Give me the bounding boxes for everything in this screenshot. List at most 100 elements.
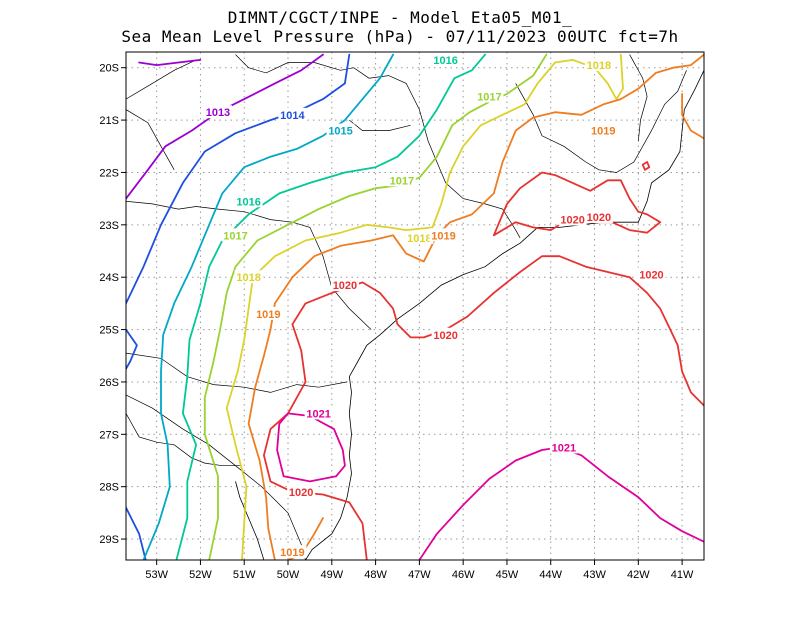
contour-label-bg	[234, 270, 263, 284]
political-boundaries	[126, 54, 704, 560]
map-title-line-2: Sea Mean Level Pressure (hPa) - 07/11/20…	[121, 27, 679, 46]
y-tick-label: 25S	[99, 325, 119, 337]
plot-frame	[125, 51, 705, 561]
map-title-line-1: DIMNT/CGCT/INPE - Model Eta05_M01_	[227, 8, 573, 27]
y-tick-label: 26S	[99, 377, 119, 389]
isobar-1014	[126, 506, 147, 560]
y-tick-label: 23S	[99, 220, 119, 232]
contour-label-1020: 1020	[289, 487, 313, 499]
contour-label-1015: 1015	[328, 126, 352, 138]
x-tick-label: 46W	[452, 569, 475, 581]
contour-label-bg	[221, 228, 250, 242]
x-tick-label: 53W	[145, 569, 168, 581]
state-boundary	[349, 119, 411, 131]
contour-label-1020: 1020	[560, 215, 584, 227]
contour-label-1017: 1017	[223, 230, 247, 242]
contour-label-1020: 1020	[587, 212, 611, 224]
contour-label-bg	[475, 89, 504, 103]
isobar-1013	[126, 53, 324, 200]
state-boundary	[126, 352, 348, 393]
contour-label-1020: 1020	[639, 270, 663, 282]
contour-label-1017: 1017	[390, 175, 414, 187]
state-boundary	[515, 70, 687, 173]
state-boundary	[126, 200, 372, 330]
isobar-1020	[641, 161, 651, 171]
contour-label-1014: 1014	[280, 110, 305, 122]
contour-label-bg	[589, 123, 618, 137]
contour-label-bg	[584, 58, 613, 72]
contour-label-1019: 1019	[256, 309, 280, 321]
isobar-1015	[142, 53, 394, 560]
x-tick-label: 47W	[408, 569, 431, 581]
x-tick-label: 49W	[320, 569, 343, 581]
contour-label-1019: 1019	[591, 126, 615, 138]
isobar-1021	[418, 446, 704, 560]
contour-label-1018: 1018	[236, 272, 260, 284]
contour-label-1018: 1018	[407, 233, 431, 245]
axis-ticks: 53W 52W 51W 50W 49W 48W 47W 46W 45W 44W 43W 42W 41W 2…	[99, 63, 694, 581]
state-boundary	[126, 59, 197, 100]
y-tick-label: 21S	[99, 115, 119, 127]
contour-label-bg	[278, 545, 307, 559]
contour-label-1013: 1013	[206, 107, 230, 119]
contour-label-bg	[326, 123, 355, 137]
contour-label-1020: 1020	[333, 280, 357, 292]
x-tick-label: 48W	[364, 569, 387, 581]
isobar-1021	[276, 412, 346, 483]
contour-label-bg	[637, 267, 666, 281]
contour-label-1016: 1016	[236, 196, 260, 208]
contour-label-1021: 1021	[306, 408, 330, 420]
isobar-1014	[126, 53, 351, 305]
y-tick-label: 28S	[99, 482, 119, 494]
x-tick-label: 50W	[277, 569, 300, 581]
contour-label-bg	[287, 484, 316, 498]
contour-label-bg	[558, 212, 587, 226]
contour-label-bg	[278, 107, 307, 121]
isobar-1020	[263, 255, 704, 560]
x-tick-label: 44W	[539, 569, 562, 581]
isobar-1019	[247, 53, 704, 560]
isobar-1019	[681, 93, 704, 140]
x-tick-label: 43W	[583, 569, 606, 581]
isobar-labels: 1013 1014 1015 1016 1016 1017 1017 1017 1018 1018…	[203, 52, 666, 559]
isobar-1016	[175, 53, 486, 560]
lagoon-shore	[235, 481, 265, 560]
contour-label-bg	[254, 306, 283, 320]
isobar-1018	[225, 53, 624, 560]
contour-label-1017: 1017	[477, 92, 501, 104]
contour-label-1018: 1018	[587, 60, 611, 72]
contour-label-bg	[405, 230, 434, 244]
contour-label-bg	[431, 327, 460, 341]
isobar-1017	[203, 53, 548, 560]
x-tick-label: 51W	[233, 569, 256, 581]
contour-label-bg	[429, 228, 458, 242]
contour-label-bg	[584, 209, 613, 223]
contour-label-1016: 1016	[433, 55, 457, 67]
x-tick-label: 52W	[189, 569, 212, 581]
isobar-1014	[126, 328, 138, 370]
contour-label-bg	[431, 52, 460, 66]
state-boundary	[629, 54, 648, 142]
contour-label-bg	[387, 173, 416, 187]
isobar-1013	[138, 59, 202, 66]
y-tick-label: 24S	[99, 272, 119, 284]
x-tick-label: 41W	[671, 569, 694, 581]
contour-label-bg	[549, 440, 578, 454]
y-tick-label: 29S	[99, 534, 119, 546]
isobar-contours	[126, 53, 704, 560]
y-tick-label: 22S	[99, 167, 119, 179]
y-tick-label: 27S	[99, 429, 119, 441]
contour-label-bg	[304, 406, 333, 420]
contour-label-1021: 1021	[552, 442, 576, 454]
y-tick-label: 20S	[99, 63, 119, 75]
x-tick-label: 42W	[627, 569, 650, 581]
contour-label-bg	[330, 278, 359, 292]
contour-label-1019: 1019	[280, 547, 304, 559]
coastline	[305, 70, 704, 560]
contour-label-1020: 1020	[433, 330, 457, 342]
contour-label-bg	[203, 105, 232, 119]
state-boundary	[126, 413, 240, 467]
state-boundary	[235, 54, 521, 239]
state-boundary	[126, 109, 175, 170]
